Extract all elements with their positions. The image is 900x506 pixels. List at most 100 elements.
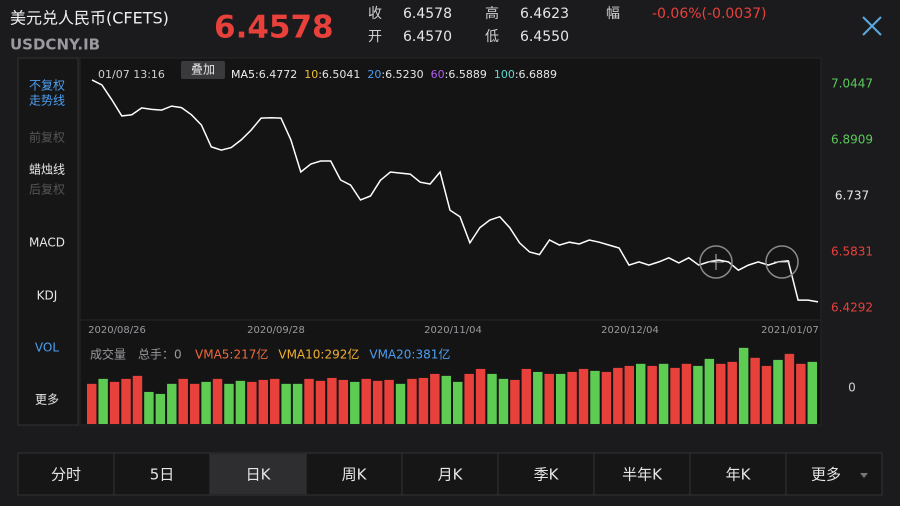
ma-value: :6.5230 — [381, 68, 423, 81]
sidebar-item[interactable]: 走势线 — [29, 94, 65, 108]
volume-axis-label: 0 — [848, 381, 856, 395]
instrument-name: 美元兑人民币(CFETS) — [10, 9, 169, 28]
sidebar-item[interactable]: 更多 — [35, 393, 59, 407]
volume-bar — [578, 368, 589, 424]
sidebar-item[interactable]: 不复权 — [29, 79, 65, 93]
volume-bar — [658, 363, 669, 424]
instrument-code: USDCNY.IB — [10, 36, 100, 54]
volume-bar — [727, 361, 737, 424]
volume-bar — [761, 365, 772, 424]
volume-bar — [544, 373, 554, 424]
y-tick-label: 6.737 — [835, 188, 869, 202]
volume-bar — [784, 353, 795, 424]
tab[interactable]: 年K — [726, 466, 752, 484]
volume-bar — [292, 383, 303, 424]
price-chart: 7.0447 6.8909 6.737 6.5831 6.4292 — [91, 77, 873, 314]
volume-bar — [521, 368, 532, 424]
ma-value: :6.5889 — [445, 68, 487, 81]
tab[interactable]: 周K — [342, 466, 368, 484]
sidebar-item[interactable]: 后复权 — [29, 183, 65, 197]
ma-value: :6.5041 — [318, 68, 360, 81]
marker[interactable] — [699, 245, 733, 279]
volume-legend: VMA5:217亿 VMA10:292亿 VMA20:381亿 — [195, 347, 450, 362]
last-price: 6.4578 — [214, 10, 334, 46]
volume-bar — [487, 373, 497, 424]
tab[interactable]: 日K — [246, 466, 272, 484]
stat-label: 低 — [485, 29, 499, 45]
volume-bar — [704, 358, 715, 424]
y-tick-label: 6.5831 — [831, 244, 873, 258]
y-tick-label: 6.4292 — [831, 300, 873, 314]
volume-label: 成交量 — [90, 347, 126, 362]
tabs: 分时 5日 日K 周K 月K 季K 半年K 年K 更多 — [51, 453, 868, 495]
volume-bar — [167, 383, 177, 424]
volume-bar — [224, 383, 234, 424]
volume-bar — [510, 379, 520, 424]
tab[interactable]: 月K — [438, 466, 464, 484]
stat-value: 6.4578 — [403, 6, 452, 22]
stat-label: 开 — [368, 29, 382, 45]
volume-total: 总手：0 — [138, 348, 182, 362]
tab[interactable]: 季K — [534, 466, 560, 484]
volume-bar — [498, 378, 509, 424]
volume-bar — [533, 371, 543, 424]
stat-label: 幅 — [606, 6, 620, 22]
marker[interactable] — [765, 245, 799, 279]
volume-bar — [338, 379, 349, 424]
volume-bar — [475, 368, 486, 424]
stat-value: 6.4623 — [520, 6, 569, 22]
sidebar-item[interactable]: KDJ — [37, 289, 58, 303]
y-tick-label: 6.8909 — [831, 132, 873, 146]
volume-bar — [155, 393, 166, 424]
x-tick-label: 2020/09/28 — [247, 325, 305, 336]
volume-bar — [281, 383, 291, 424]
x-tick-label: 2020/12/04 — [601, 325, 659, 336]
volume-bar — [738, 347, 749, 424]
volume-bar — [567, 371, 577, 424]
volume-bar — [693, 365, 703, 424]
sidebar-item[interactable]: 前复权 — [29, 130, 65, 145]
close-button[interactable] — [862, 16, 882, 36]
side-panel — [17, 57, 79, 426]
overlay-button[interactable]: 叠加 — [191, 63, 215, 77]
x-tick-label: 2020/08/26 — [88, 325, 146, 336]
ma-name: 20 — [367, 68, 381, 81]
volume-bar — [624, 365, 634, 424]
volume-bar — [384, 379, 394, 424]
tab[interactable]: 分时 — [51, 466, 81, 484]
tab[interactable]: 更多 — [811, 466, 841, 484]
sidebar-item[interactable]: MACD — [29, 236, 65, 250]
chart-panel — [79, 57, 822, 426]
volume-bar — [201, 381, 211, 424]
volume-bar — [87, 383, 97, 424]
ma-name: 10 — [304, 68, 318, 81]
sidebar-item[interactable]: 蜡烛线 — [29, 163, 65, 177]
tab[interactable]: 5日 — [150, 466, 175, 484]
volume-bar — [601, 371, 612, 424]
x-tick-label: 2021/01/07 — [761, 325, 819, 336]
x-tick-label: 2020/11/04 — [424, 325, 482, 336]
volume-bar — [178, 378, 188, 424]
volume-bar — [773, 359, 783, 424]
volume-legend-item: VMA20:381亿 — [369, 347, 450, 362]
sidebar-item[interactable]: VOL — [35, 341, 59, 355]
volume-bar — [189, 383, 200, 424]
volume-bar — [132, 375, 143, 424]
overlay-button-bg[interactable] — [181, 61, 225, 79]
tab[interactable]: 半年K — [622, 466, 663, 484]
volume-bar — [109, 381, 120, 424]
volume-bar — [395, 383, 406, 424]
stats: 收 6.4578 开 6.4570 高 6.4623 低 6.4550 幅 -0.06%(-0.0… — [368, 5, 767, 45]
stat-label: 收 — [368, 6, 382, 22]
volume-bar — [418, 377, 429, 424]
stat-value: 6.4570 — [403, 29, 452, 45]
ma-legend: MA5:6.4772 10:6.5041 20:6.5230 60:6.5889 100… — [231, 68, 557, 81]
volume-bar — [636, 363, 646, 424]
volume-bar — [681, 363, 692, 424]
volume-bar — [670, 367, 680, 424]
volume-bar — [304, 378, 314, 424]
volume-bar — [796, 363, 806, 424]
volume-bar — [315, 380, 326, 424]
volume-bar — [464, 373, 474, 424]
volume-bar — [430, 373, 440, 424]
